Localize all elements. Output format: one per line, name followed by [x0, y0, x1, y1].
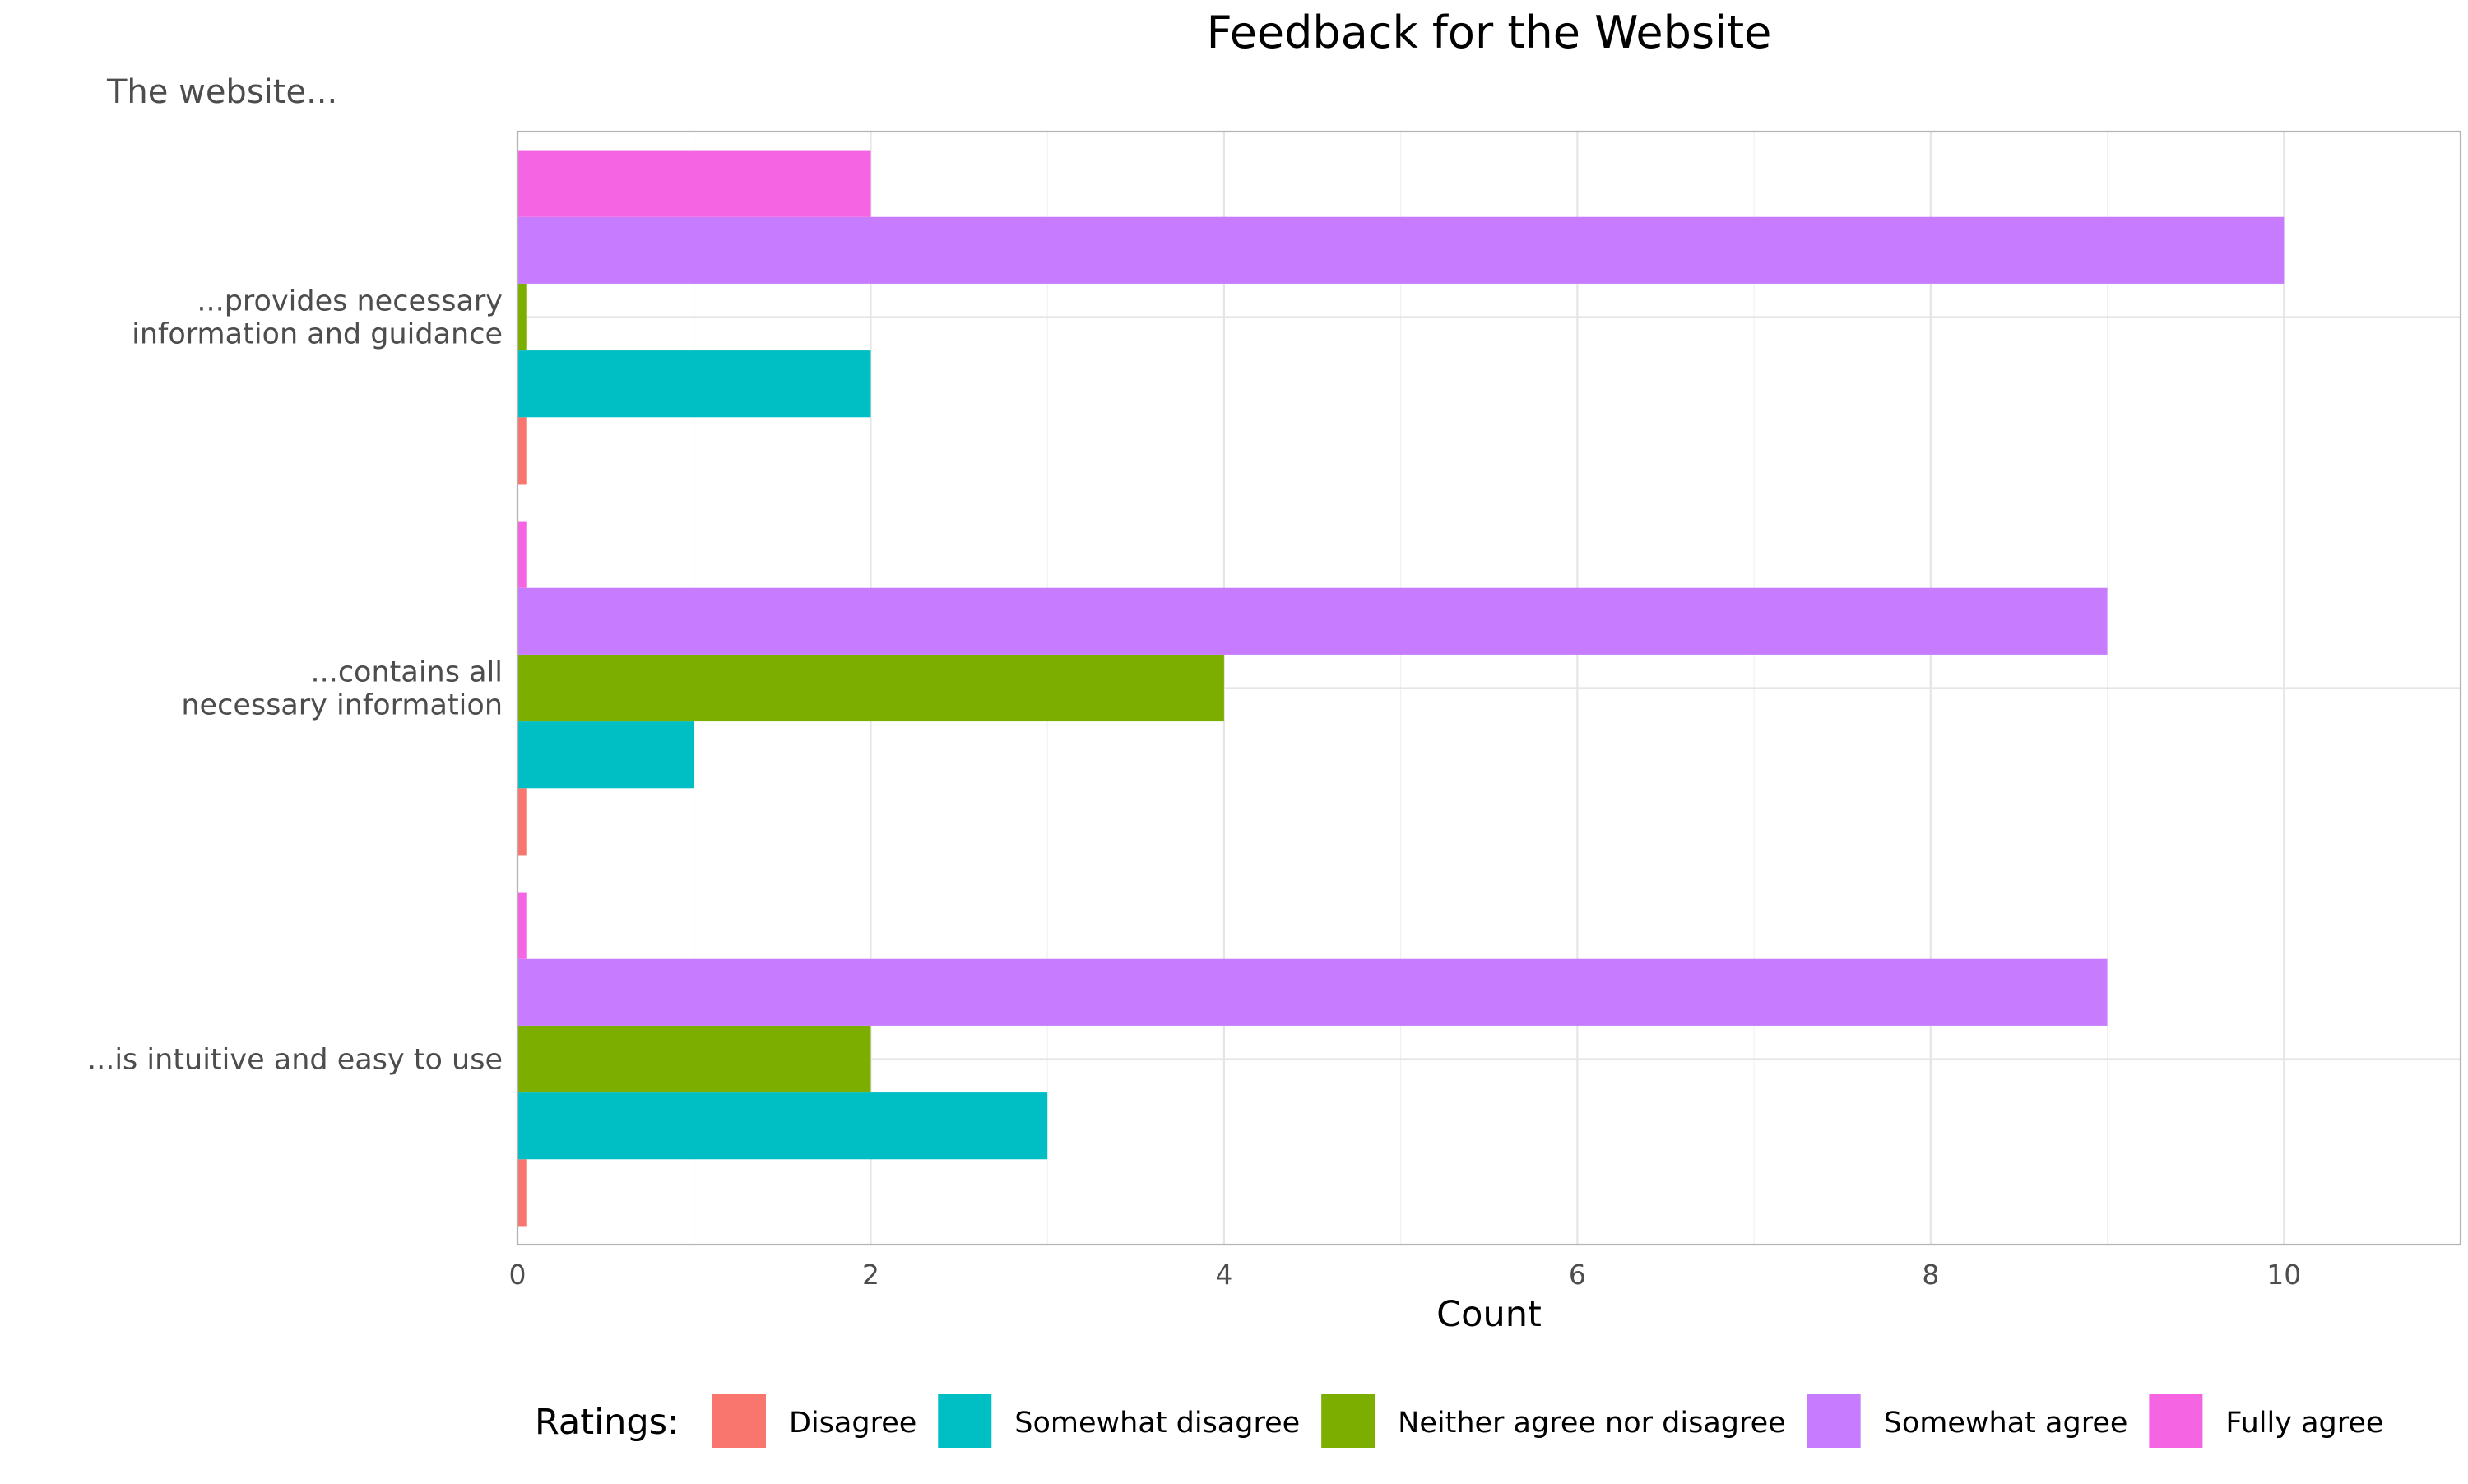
legend-key-somewhat-disagree	[938, 1394, 992, 1448]
bar-fully-agree-1	[517, 150, 871, 217]
bar-neither-agree-nor-disagree-1	[517, 283, 527, 351]
x-tick-label: 0	[509, 1259, 527, 1291]
bar-somewhat-agree-1	[517, 216, 2285, 284]
y-tick-label: ...contains all necessary information	[181, 656, 503, 722]
bar-somewhat-disagree-2	[517, 721, 694, 789]
x-tick-label: 10	[2266, 1259, 2301, 1291]
x-tick-label: 2	[862, 1259, 879, 1291]
x-tick-label: 6	[1569, 1259, 1586, 1291]
bar-somewhat-disagree-3	[517, 1092, 1048, 1160]
bar-disagree-1	[517, 417, 527, 485]
x-axis: 0 2 4 6 8 10	[509, 1259, 2302, 1291]
bar-fully-agree-3	[517, 892, 527, 959]
legend: Ratings: Disagree Somewhat disagree Neithe…	[535, 1394, 2383, 1448]
legend-label-fully-agree: Fully agree	[2225, 1407, 2383, 1440]
legend-title: Ratings:	[535, 1402, 680, 1443]
chart-title: Feedback for the Website	[1207, 7, 1772, 58]
x-tick-label: 4	[1215, 1259, 1232, 1291]
y-axis: ...provides necessary information and gui…	[87, 285, 503, 1077]
legend-label-disagree: Disagree	[789, 1407, 916, 1440]
bars	[517, 150, 2285, 1227]
bar-somewhat-disagree-1	[517, 350, 871, 418]
legend-key-disagree	[712, 1394, 766, 1448]
x-tick-label: 8	[1922, 1259, 1939, 1291]
bar-disagree-3	[517, 1159, 527, 1227]
legend-key-somewhat-agree	[1807, 1394, 1861, 1448]
bar-neither-agree-nor-disagree-3	[517, 1025, 871, 1093]
legend-key-neither-agree-nor-disagree	[1321, 1394, 1375, 1448]
panel-border	[516, 130, 2462, 1246]
y-tick-label: ...is intuitive and easy to use	[87, 1044, 503, 1077]
bar-somewhat-agree-2	[517, 587, 2108, 655]
y-tick-label: ...provides necessary information and gui…	[132, 285, 503, 351]
x-axis-label: Count	[1436, 1294, 1542, 1335]
bar-somewhat-agree-3	[517, 958, 2108, 1026]
legend-label-somewhat-agree: Somewhat agree	[1884, 1407, 2128, 1440]
legend-label-somewhat-disagree: Somewhat disagree	[1014, 1407, 1300, 1440]
chart-subtitle: The website...	[106, 73, 337, 111]
bar-disagree-2	[517, 788, 527, 856]
legend-key-fully-agree	[2149, 1394, 2203, 1448]
legend-label-neither-agree-nor-disagree: Neither agree nor disagree	[1398, 1407, 1786, 1440]
bar-fully-agree-2	[517, 521, 527, 588]
bar-neither-agree-nor-disagree-2	[517, 654, 1224, 722]
